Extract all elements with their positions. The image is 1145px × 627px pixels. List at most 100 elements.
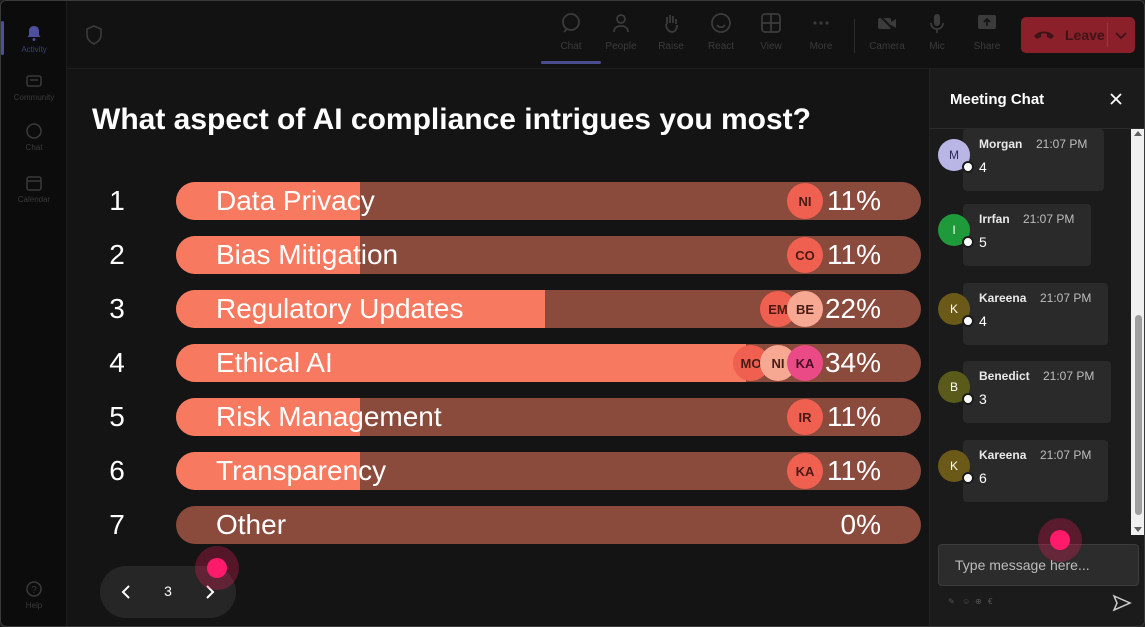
poll-option-percent: 34%	[824, 347, 881, 378]
left-rail: Activity Community Chat Calendar ? Help	[1, 1, 67, 626]
poll-option-percent: 11%	[827, 455, 881, 486]
poll-option-bar: Risk Management 11% IR	[176, 398, 921, 436]
toolbar-share-button[interactable]: Share	[963, 11, 1011, 61]
poll-option-number: 5	[109, 401, 125, 432]
message-author: Kareena	[979, 448, 1027, 462]
toolbar-people-button[interactable]: People	[597, 11, 645, 61]
toolbar-chat-button[interactable]: Chat	[541, 11, 601, 64]
poll-option-label: Risk Management	[216, 401, 442, 432]
poll-option-row[interactable]: 6 Transparency 11% KA	[97, 452, 921, 490]
poll-option-row[interactable]: 1 Data Privacy 11% NI	[97, 182, 921, 220]
poll-option-number: 2	[109, 239, 125, 270]
format-icon[interactable]: ✎	[948, 597, 955, 606]
toolbar-button-label: React	[707, 41, 735, 52]
voter-avatar: IR	[787, 399, 823, 435]
react-emoji-icon	[709, 11, 733, 35]
scroll-up-arrow[interactable]	[1134, 131, 1142, 136]
toolbar-button-label: Camera	[869, 41, 905, 52]
poll-option-label: Transparency	[216, 455, 387, 486]
attach-icon[interactable]: ⊕	[975, 597, 982, 606]
rail-item-label: Activity	[21, 44, 47, 54]
presence-status-icon	[962, 393, 974, 405]
chevron-down-icon[interactable]	[1113, 27, 1129, 43]
more-icon	[809, 11, 833, 35]
chat-title: Meeting Chat	[950, 91, 1045, 108]
poll-option-row[interactable]: 3 Regulatory Updates 22% EM BE	[97, 290, 921, 328]
message-author: Kareena	[979, 291, 1027, 305]
poll-option-percent: 11%	[827, 401, 881, 432]
toolbar-more-button[interactable]: More	[797, 11, 845, 61]
toolbar-view-button[interactable]: View	[747, 11, 795, 61]
message-text: 4	[979, 159, 987, 175]
phone-hangup-icon	[1034, 31, 1054, 39]
chevron-left-icon[interactable]	[116, 582, 136, 602]
chat-message-input[interactable]	[938, 544, 1139, 586]
scrollbar-thumb[interactable]	[1135, 315, 1142, 515]
rail-item-community[interactable]: Community	[5, 61, 63, 111]
message-time: 21:07 PM	[1040, 448, 1092, 462]
poll-option-row[interactable]: 7 Other 0%	[97, 506, 921, 544]
chat-message: Morgan 21:07 PM 4 M	[938, 129, 1133, 191]
poll-option-number: 3	[109, 293, 125, 324]
chat-message: Benedict 21:07 PM 3 B	[938, 361, 1133, 423]
chat-header: Meeting Chat	[930, 69, 1144, 129]
poll-option-row[interactable]: 4 Ethical AI 34% MO NI KA	[97, 344, 921, 382]
message-text: 3	[979, 391, 987, 407]
toolbar-camera-button[interactable]: Camera	[863, 11, 911, 61]
rail-item-chat[interactable]: Chat	[5, 111, 63, 161]
poll-option-row[interactable]: 2 Bias Mitigation 11% CO	[97, 236, 921, 274]
poll-option-fill	[176, 290, 545, 328]
poll-option-row[interactable]: 5 Risk Management 11% IR	[97, 398, 921, 436]
rail-item-help[interactable]: ? Help	[5, 569, 63, 619]
message-time: 21:07 PM	[1023, 212, 1075, 226]
message-bubble: Kareena 21:07 PM 6	[963, 440, 1108, 502]
gif-icon[interactable]: €	[988, 597, 993, 606]
chat-scrollbar[interactable]	[1131, 129, 1144, 535]
poll-option-bar: Transparency 11% KA	[176, 452, 921, 490]
send-icon[interactable]	[1112, 593, 1132, 613]
toolbar-button-label: Raise	[658, 41, 684, 52]
poll-option-label: Regulatory Updates	[216, 293, 464, 324]
toolbar-button-label: More	[809, 41, 833, 52]
share-icon	[975, 11, 999, 35]
poll-option-bar: Bias Mitigation 11% CO	[176, 236, 921, 274]
cursor-indicator	[1038, 518, 1082, 562]
calendar-icon	[24, 173, 44, 193]
poll-option-number: 7	[109, 509, 125, 540]
poll-option-fill	[176, 236, 360, 274]
message-time: 21:07 PM	[1036, 137, 1088, 151]
voter-avatar: KA	[787, 453, 823, 489]
message-time: 21:07 PM	[1043, 369, 1095, 383]
voter-avatar: EM	[760, 291, 796, 327]
leave-divider	[1107, 23, 1108, 47]
meeting-chat-panel: Meeting Chat Morgan 21:07 PM 4 M Irrfan 21:07…	[929, 69, 1144, 626]
poll-question: What aspect of AI compliance intrigues y…	[92, 103, 811, 136]
emoji-icon[interactable]: ☺	[962, 597, 971, 606]
toolbar-mic-button[interactable]: Mic	[913, 11, 961, 61]
message-bubble: Benedict 21:07 PM 3	[963, 361, 1111, 423]
rail-item-label: Help	[25, 600, 43, 610]
rail-item-activity[interactable]: Activity	[1, 13, 63, 63]
raise-hand-icon	[659, 11, 683, 35]
poll-option-fill	[176, 182, 360, 220]
poll-option-label: Bias Mitigation	[216, 239, 399, 270]
toolbar-raise-button[interactable]: Raise	[647, 11, 695, 61]
voter-avatar: KA	[787, 345, 823, 381]
toolbar-button-label: Share	[973, 41, 1001, 52]
poll-option-bar: Data Privacy 11% NI	[176, 182, 921, 220]
community-icon	[24, 71, 44, 91]
leave-button[interactable]: Leave	[1021, 17, 1135, 53]
message-author: Benedict	[979, 369, 1030, 383]
scroll-down-arrow[interactable]	[1134, 527, 1142, 532]
toolbar-react-button[interactable]: React	[697, 11, 745, 61]
avatar: M	[938, 139, 970, 171]
voter-avatar: BE	[787, 291, 823, 327]
poll-option-percent: 11%	[827, 239, 881, 270]
rail-item-calendar[interactable]: Calendar	[5, 163, 63, 213]
poll-option-label: Data Privacy	[216, 185, 375, 216]
close-icon[interactable]	[1108, 91, 1124, 107]
meeting-toolbar: Chat People Raise React View More Camera	[67, 1, 1144, 69]
message-text: 5	[979, 234, 987, 250]
chevron-right-icon[interactable]	[200, 582, 220, 602]
